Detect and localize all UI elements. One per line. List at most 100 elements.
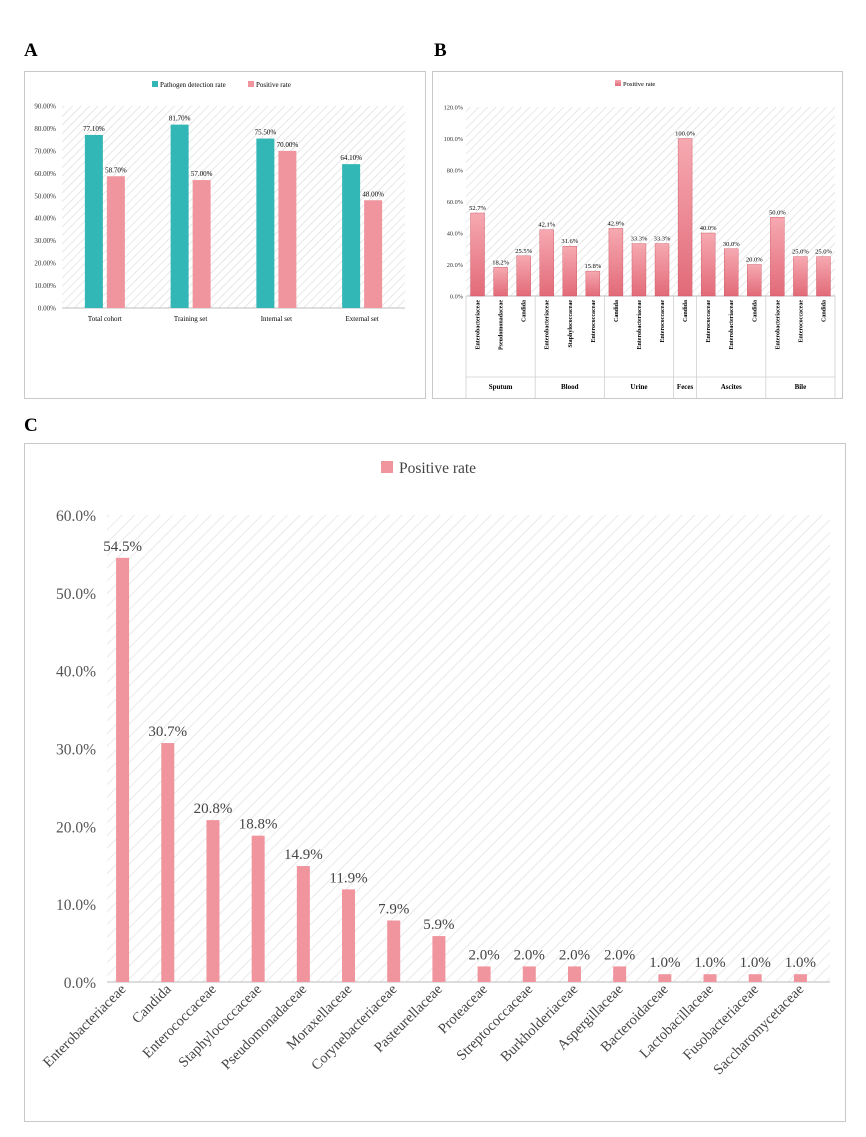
- chart-b-bar: [816, 256, 831, 297]
- chart-a-label-detection: 75.50%: [255, 129, 277, 137]
- chart-a-legend-swatch-detection: [152, 81, 158, 87]
- chart-b-x-label: Enterococcaceae: [660, 300, 666, 343]
- chart-c-data-label: 2.0%: [514, 947, 545, 963]
- chart-b-data-label: 31.6%: [561, 238, 578, 245]
- chart-c-data-label: 7.9%: [378, 902, 409, 918]
- chart-b-y-tick: 0.0%: [450, 294, 464, 301]
- chart-a-label-positive: 58.70%: [105, 166, 127, 174]
- chart-b-y-tick: 80.0%: [447, 168, 464, 175]
- chart-a-label-detection: 64.10%: [340, 154, 362, 162]
- chart-b-bar: [470, 212, 485, 297]
- chart-a-legend-detection: Pathogen detection rate: [160, 81, 226, 89]
- chart-b-group-label: Bile: [795, 383, 807, 391]
- chart-b-y-tick: 120.0%: [444, 105, 464, 112]
- chart-a-y-tick: 50.00%: [34, 192, 56, 200]
- chart-b-data-label: 42.9%: [608, 220, 625, 227]
- chart-a-y-tick: 60.00%: [34, 170, 56, 178]
- chart-b-x-label: Candida: [614, 300, 620, 322]
- chart-a-label-positive: 57.00%: [191, 170, 213, 178]
- chart-b-x-label: Staphylococcaceae: [568, 300, 574, 348]
- chart-a-y-tick: 80.00%: [34, 125, 56, 133]
- chart-b-data-label: 40.0%: [700, 225, 717, 232]
- chart-c-bar: [793, 974, 807, 982]
- chart-b-bar: [700, 232, 716, 297]
- chart-b-bar: [724, 248, 739, 297]
- chart-b-y-tick: 20.0%: [447, 262, 464, 269]
- chart-a-y-tick: 20.00%: [34, 260, 56, 268]
- chart-b-x-label: Pseudomonadaceae: [499, 300, 505, 350]
- chart-c-data-label: 54.5%: [103, 539, 142, 555]
- chart-a-x-label: External set: [346, 315, 379, 323]
- chart-a-y-tick: 40.00%: [34, 215, 56, 223]
- chart-b-bar: [631, 243, 647, 297]
- chart-c-x-label: Enterobacteriaceae: [40, 982, 129, 1071]
- chart-b-legend-swatch: [615, 80, 621, 86]
- chart-b-data-label: 50.0%: [769, 209, 786, 216]
- chart-b-bar: [677, 138, 693, 297]
- chart-b-bar: [539, 229, 554, 297]
- panel-label-b: B: [434, 40, 447, 61]
- chart-c-bar: [703, 974, 717, 982]
- chart-c-data-label: 5.9%: [423, 917, 454, 933]
- chart-b-data-label: 25.0%: [815, 249, 832, 256]
- chart-b-bar: [516, 255, 531, 297]
- chart-c-bar: [432, 936, 446, 982]
- chart-a-y-tick: 10.00%: [34, 282, 56, 290]
- chart-a-y-tick: 30.00%: [34, 237, 56, 245]
- chart-c-legend-swatch: [381, 461, 393, 473]
- chart-b-group-label: Blood: [561, 383, 579, 391]
- chart-b-x-label: Candida: [683, 300, 689, 322]
- chart-c-y-tick: 40.0%: [56, 664, 96, 681]
- chart-b-x-label: Candida: [522, 300, 528, 322]
- chart-c-x-label: Saccharomycetaceae: [711, 982, 808, 1079]
- chart-b-data-label: 30.0%: [723, 241, 740, 248]
- chart-c-data-label: 1.0%: [649, 955, 680, 971]
- chart-b-bar: [608, 228, 624, 297]
- chart-b-data-label: 20.0%: [746, 257, 763, 264]
- chart-a-bar-positive: [106, 176, 125, 308]
- chart-b-x-label: Enterococcaceae: [798, 300, 804, 343]
- chart-b-x-label: Enterococcaceae: [706, 300, 712, 343]
- chart-a-label-positive: 70.00%: [277, 141, 299, 149]
- chart-b-group-label: Ascites: [721, 383, 742, 391]
- chart-a-x-label: Internal set: [261, 315, 292, 323]
- panel-label-c: C: [24, 415, 38, 436]
- chart-b-x-label: Enterobacteriaceae: [476, 300, 482, 350]
- chart-a-y-tick: 0.00%: [38, 305, 56, 313]
- chart-c-bar: [567, 966, 581, 982]
- chart-c-y-tick: 50.0%: [56, 586, 96, 603]
- chart-c-x-label: Staphylococcaceae: [176, 982, 265, 1071]
- chart-b-x-label: Enterobacteriaceae: [545, 300, 551, 350]
- chart-a-label-detection: 81.70%: [169, 115, 191, 123]
- chart-a-y-tick: 70.00%: [34, 147, 56, 155]
- chart-c-data-label: 2.0%: [559, 947, 590, 963]
- chart-c-bar: [387, 920, 401, 982]
- chart-c-x-label: Candida: [129, 981, 175, 1027]
- chart-a-bar-detection: [170, 124, 189, 308]
- panel-label-a: A: [24, 40, 38, 61]
- chart-c-y-tick: 60.0%: [56, 508, 96, 525]
- chart-c-bar: [296, 866, 310, 982]
- chart-c-y-tick: 30.0%: [56, 742, 96, 759]
- chart-c-bar: [251, 835, 265, 982]
- chart-a-label-positive: 48.00%: [362, 190, 384, 198]
- chart-b-bar: [654, 243, 670, 297]
- chart-c-bar: [206, 820, 220, 982]
- chart-b-x-label: Enterobacteriaceae: [775, 300, 781, 350]
- chart-c-y-tick: 0.0%: [64, 975, 96, 992]
- chart-b-bar: [585, 270, 601, 297]
- chart-c-x-label: Burkholderiaceae: [498, 982, 582, 1066]
- chart-b-y-tick: 60.0%: [447, 199, 464, 206]
- chart-b-data-label: 33.3%: [654, 236, 671, 243]
- chart-c-bar: [116, 557, 130, 982]
- chart-c-legend-positive: Positive rate: [399, 460, 476, 477]
- chart-b-group-label: Urine: [630, 383, 647, 391]
- chart-a-bar-positive: [278, 150, 297, 308]
- chart-a-legend-swatch-positive: [248, 81, 254, 87]
- chart-b-bar: [493, 267, 508, 297]
- chart-c-data-label: 1.0%: [694, 955, 725, 971]
- chart-b-bar: [770, 217, 785, 297]
- chart-c-data-label: 20.8%: [194, 801, 233, 817]
- chart-a-bar-positive: [364, 200, 383, 308]
